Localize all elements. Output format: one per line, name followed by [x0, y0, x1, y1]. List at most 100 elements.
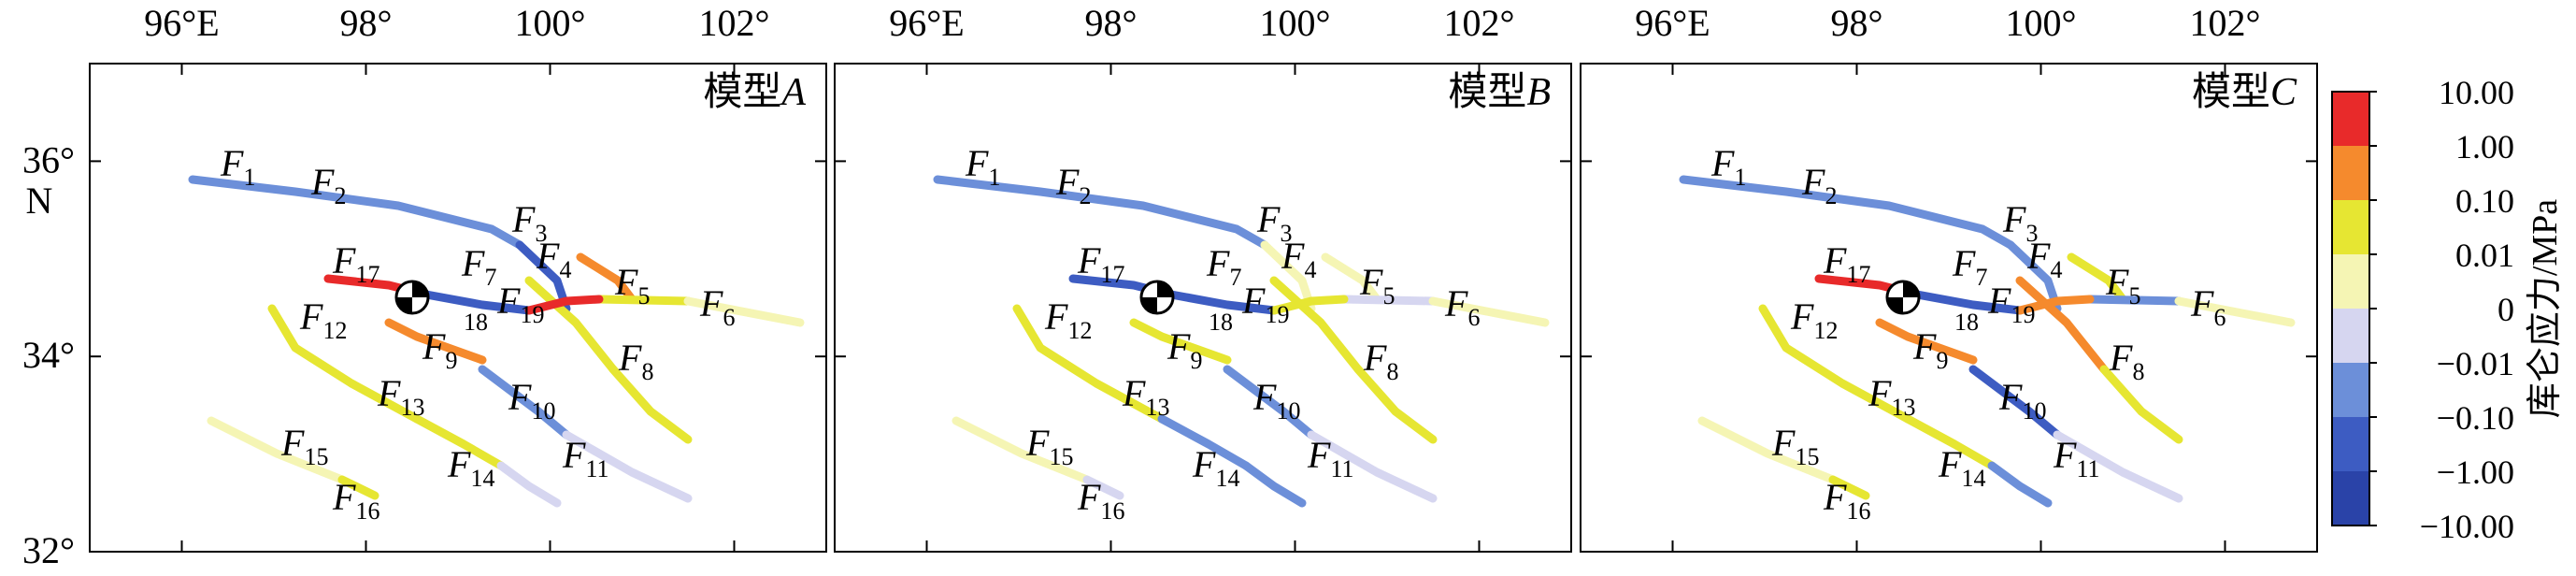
fault-label: F16 [1077, 476, 1124, 525]
fault-label: F7 [1206, 242, 1241, 291]
fault-trace-f16 [1082, 475, 1124, 500]
colorbar-tick-label: 0.01 [2455, 237, 2514, 274]
fault-trace-f9 [384, 318, 487, 365]
fault-trace-f18 [422, 290, 534, 315]
fault-label: F15 [1771, 422, 1819, 470]
y-tick-label: 36° [22, 138, 75, 180]
colorbar-segment [2332, 417, 2369, 471]
colorbar-tick-label: 1.00 [2455, 128, 2514, 166]
fault-label: F17 [332, 239, 379, 288]
fault-label: F2 [310, 161, 346, 209]
fault-trace-f1 [188, 175, 524, 250]
fault-label: F2 [1801, 161, 1837, 209]
fault-label: F11 [1307, 434, 1353, 482]
fault-trace-f14 [1987, 461, 2053, 508]
fault-trace-f16 [1828, 475, 1870, 500]
fault-label: F19 [1241, 280, 1289, 328]
colorbar-segment [2332, 254, 2369, 309]
fault-label: 18 [1954, 309, 1979, 336]
fault-trace-f5 [1339, 295, 1438, 306]
model-label: 模型C [2192, 71, 2297, 114]
epicenter-beachball [1139, 280, 1175, 315]
fault-trace-f1 [1679, 175, 2015, 250]
fault-label: 18 [464, 309, 488, 336]
fault-trace-f19 [524, 295, 604, 315]
x-tick-label: 102° [699, 2, 770, 44]
fault-trace-f14 [1241, 461, 1307, 508]
fault-trace-f6 [2174, 296, 2296, 327]
colorbar-tick-label: −0.10 [2437, 399, 2514, 437]
fault-label: F5 [2105, 261, 2140, 310]
fault-trace-f4 [1321, 252, 1381, 304]
fault-trace-f15 [952, 416, 1092, 484]
fault-trace-f8 [608, 365, 693, 444]
fault-trace-f12 [1758, 304, 1912, 424]
fault-label: F3 [511, 198, 547, 247]
x-tick-label: 100° [1260, 2, 1331, 44]
fault-label: F16 [332, 476, 379, 525]
fault-label: F7 [1952, 242, 1987, 291]
fault-trace-f10 [1968, 365, 2062, 439]
fault-trace-f4 [2067, 252, 2127, 304]
epicenter-beachball [394, 280, 430, 315]
x-tick-label: 96°E [889, 2, 964, 44]
fault-trace-f11 [1307, 430, 1438, 503]
fault-trace-f10 [478, 365, 571, 439]
fault-label: F17 [1077, 239, 1124, 288]
colorbar-segment [2332, 471, 2369, 526]
fault-trace-f1 [933, 175, 1269, 250]
fault-label: F1 [220, 142, 255, 191]
epicenter-beachball [1885, 280, 1921, 315]
fault-trace-f11 [2053, 430, 2183, 503]
x-tick-label: 102° [1444, 2, 1515, 44]
fault-label: F10 [1998, 376, 2046, 425]
fault-trace-f18 [1166, 290, 1279, 315]
x-tick-label: 100° [515, 2, 586, 44]
fault-label: F4 [2026, 235, 2062, 283]
fault-label: F13 [377, 372, 424, 421]
fault-trace-f15 [207, 416, 347, 484]
model-label: 模型A [703, 71, 806, 114]
fault-label: F15 [280, 422, 328, 470]
fault-label: F8 [2109, 337, 2144, 385]
x-tick-label: 102° [2190, 2, 2261, 44]
fault-trace-f19 [1269, 295, 1349, 315]
fault-trace-f16 [337, 475, 379, 500]
fault-label: F4 [1281, 235, 1316, 283]
fault-trace-f7 [2015, 276, 2109, 374]
fault-trace-f6 [1428, 296, 1550, 327]
fault-trace-f19 [2015, 295, 2095, 315]
fault-trace-f12 [1012, 304, 1166, 424]
fault-label: F12 [1790, 295, 1838, 344]
fault-trace-f5 [2085, 295, 2183, 306]
x-tick-label: 98° [1831, 2, 1883, 44]
fault-label: F2 [1055, 161, 1091, 209]
fault-label: F3 [2002, 198, 2038, 247]
colorbar-segment [2332, 92, 2369, 146]
fault-trace-f13 [412, 414, 506, 470]
fault-label: F14 [1938, 443, 1985, 492]
fault-label: F13 [1868, 372, 1915, 421]
fault-trace-f13 [1157, 414, 1251, 470]
colorbar: 10.00 1.00 0.10 0.01 0 −0.01 −0.10 −1.00 −10.00 库… [2331, 74, 2565, 545]
colorbar-segment [2332, 200, 2369, 254]
fault-label: F17 [1823, 239, 1870, 288]
fault-label: F11 [2053, 434, 2099, 482]
colorbar-tick-label: 0 [2497, 291, 2514, 328]
model-label: 模型B [1448, 71, 1551, 114]
fault-trace-f5 [594, 295, 693, 306]
x-tick-label: 96°E [144, 2, 219, 44]
fault-label: F15 [1025, 422, 1073, 470]
fault-label: F14 [1192, 443, 1239, 492]
colorbar-tick-label: −1.00 [2437, 454, 2514, 491]
fault-trace-f8 [1353, 365, 1438, 444]
fault-label: F14 [447, 443, 494, 492]
colorbar-tick-label: 10.00 [2439, 74, 2514, 111]
fault-trace-f9 [1875, 318, 1978, 365]
x-tick-label: 96°E [1635, 2, 1710, 44]
